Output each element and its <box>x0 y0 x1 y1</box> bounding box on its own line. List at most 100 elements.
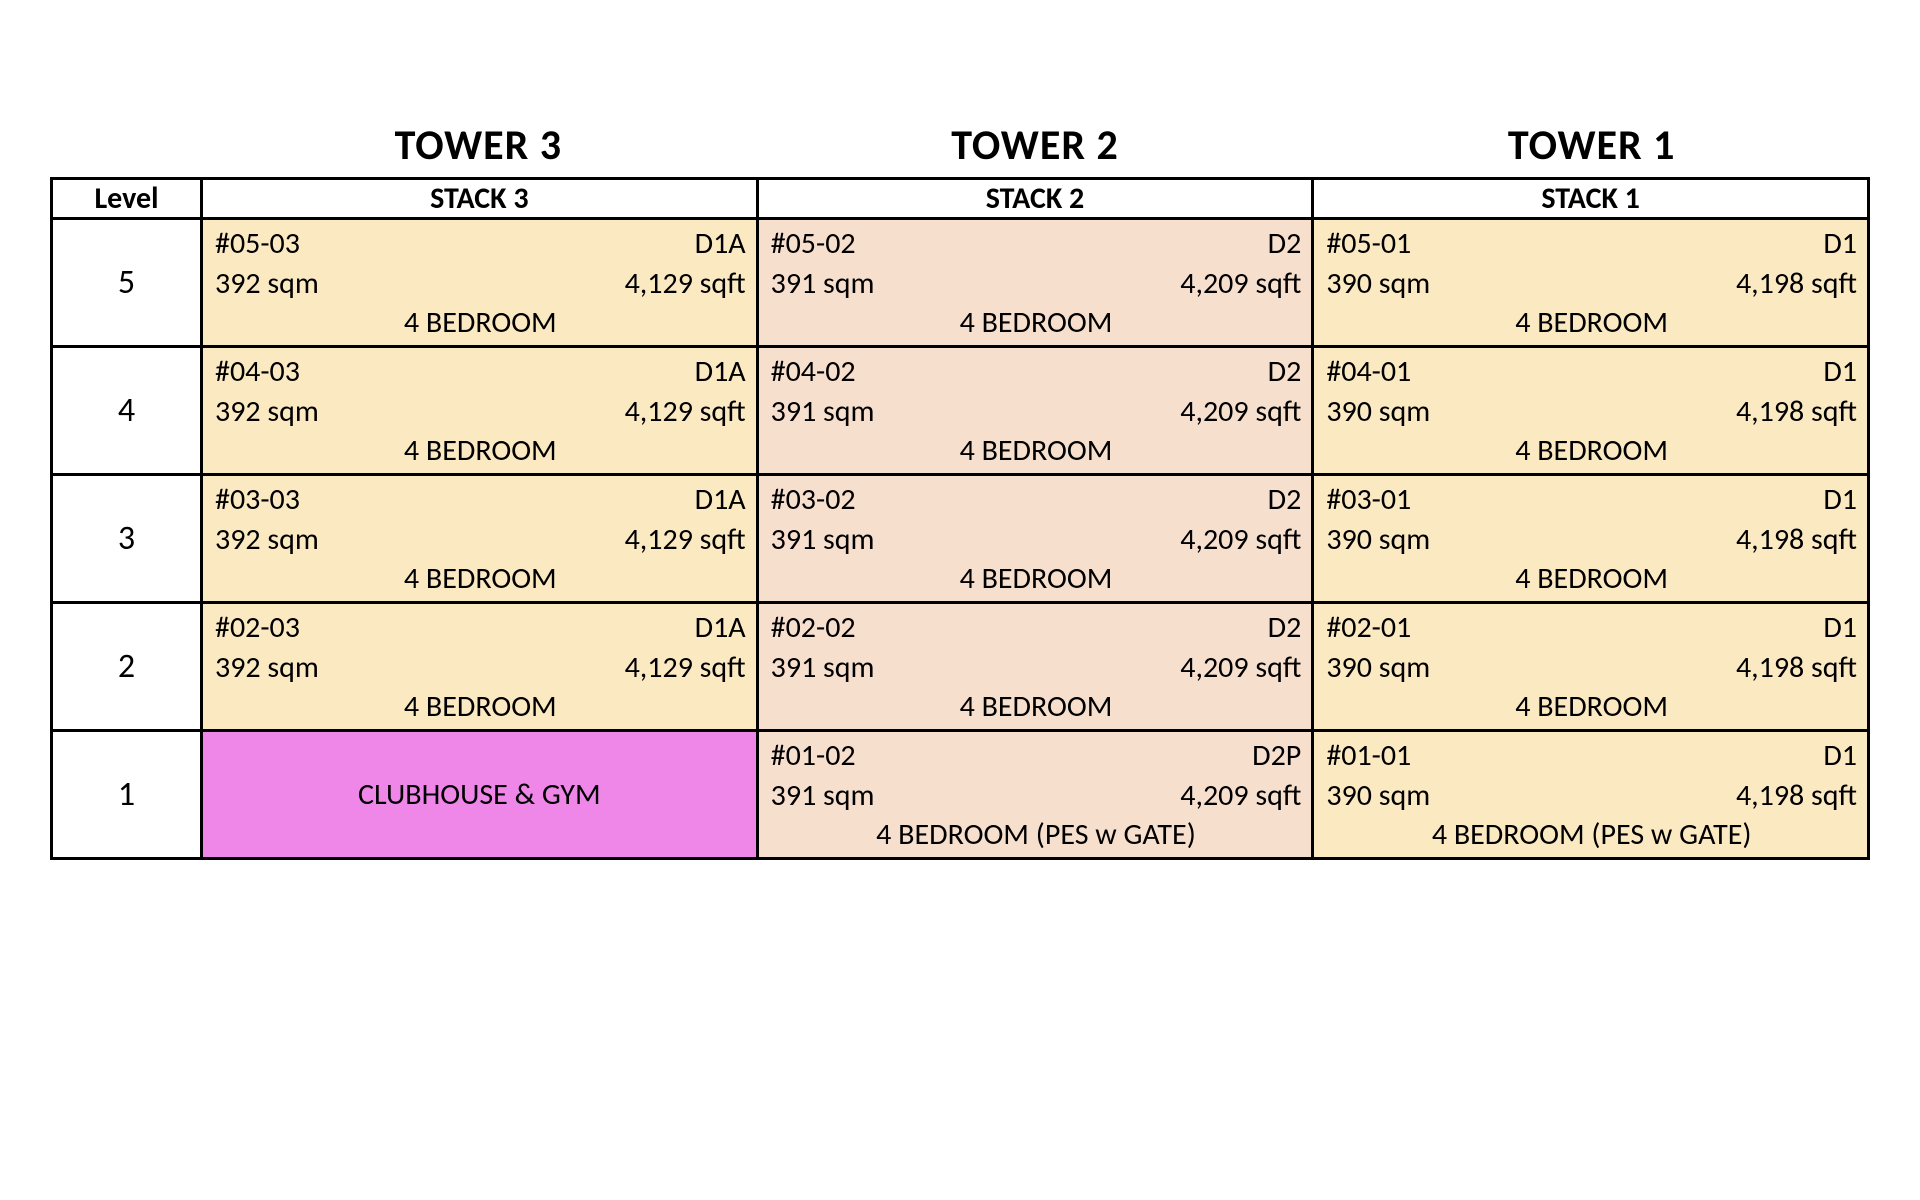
unit-number: #05-02 <box>771 226 856 262</box>
unit-number: #01-01 <box>1326 738 1411 774</box>
unit-cell: #02-01 D1 390 sqm 4,198 sqft4 BEDROOM <box>1313 603 1869 731</box>
unit-number: #04-02 <box>771 354 856 390</box>
tower-titles: TOWER 3 TOWER 2 TOWER 1 <box>50 120 1870 171</box>
header-level: Level <box>52 179 202 219</box>
unit-cell: #01-02D2P391 sqm4,209 sqft4 BEDROOM (PES… <box>757 731 1313 859</box>
unit-type: D1 <box>1823 226 1857 262</box>
title-tower-3: TOWER 3 <box>200 120 757 171</box>
diagram-table: TOWER 3 TOWER 2 TOWER 1 Level STACK 3 ST… <box>50 120 1870 860</box>
unit-bedroom: 4 BEDROOM (PES w GATE) <box>1326 817 1857 853</box>
unit-sqm: 392 sqm <box>215 266 319 302</box>
unit-sqft: 4,129 sqft <box>625 522 746 558</box>
unit-bedroom: 4 BEDROOM <box>215 305 746 341</box>
unit-type: D1 <box>1823 354 1857 390</box>
unit-bedroom: 4 BEDROOM (PES w GATE) <box>771 817 1302 853</box>
unit-sqm: 391 sqm <box>771 522 875 558</box>
unit-bedroom: 4 BEDROOM <box>1326 689 1857 725</box>
unit-bedroom: 4 BEDROOM <box>771 305 1302 341</box>
unit-bedroom: 4 BEDROOM <box>1326 433 1857 469</box>
header-stack-2: STACK 2 <box>757 179 1313 219</box>
unit-number: #03-01 <box>1326 482 1411 518</box>
unit-sqm: 390 sqm <box>1326 778 1430 814</box>
unit-sqft: 4,129 sqft <box>625 394 746 430</box>
unit-bedroom: 4 BEDROOM <box>771 433 1302 469</box>
unit-bedroom: 4 BEDROOM <box>771 689 1302 725</box>
unit-sqft: 4,198 sqft <box>1736 650 1857 686</box>
unit-number: #01-02 <box>771 738 856 774</box>
unit-sqft: 4,129 sqft <box>625 266 746 302</box>
unit-cell: #02-02D2391 sqm4,209 sqft4 BEDROOM <box>757 603 1313 731</box>
unit-number: #05-01 <box>1326 226 1411 262</box>
unit-type: D1A <box>695 226 746 262</box>
title-tower-1: TOWER 1 <box>1313 120 1870 171</box>
unit-type: D2 <box>1268 482 1302 518</box>
level-cell: 1 <box>52 731 202 859</box>
unit-sqft: 4,209 sqft <box>1180 522 1301 558</box>
unit-type: D2 <box>1268 226 1302 262</box>
unit-sqm: 392 sqm <box>215 650 319 686</box>
unit-cell: #04-01 D1 390 sqm 4,198 sqft4 BEDROOM <box>1313 347 1869 475</box>
unit-sqm: 390 sqm <box>1326 522 1430 558</box>
unit-sqft: 4,198 sqft <box>1736 394 1857 430</box>
unit-number: #03-03 <box>215 482 300 518</box>
unit-type: D1 <box>1823 610 1857 646</box>
unit-type: D1A <box>695 354 746 390</box>
level-cell: 4 <box>52 347 202 475</box>
unit-sqft: 4,209 sqft <box>1180 778 1301 814</box>
unit-bedroom: 4 BEDROOM <box>215 561 746 597</box>
unit-number: #02-02 <box>771 610 856 646</box>
unit-cell: #04-02D2391 sqm4,209 sqft4 BEDROOM <box>757 347 1313 475</box>
unit-sqm: 392 sqm <box>215 394 319 430</box>
unit-sqm: 390 sqm <box>1326 650 1430 686</box>
unit-cell: #03-03 D1A 392 sqm 4,129 sqft4 BEDROOM <box>202 475 758 603</box>
unit-sqm: 391 sqm <box>771 650 875 686</box>
unit-bedroom: 4 BEDROOM <box>1326 561 1857 597</box>
unit-number: #02-01 <box>1326 610 1411 646</box>
facility-label: CLUBHOUSE & GYM <box>203 732 756 857</box>
unit-type: D2 <box>1268 354 1302 390</box>
unit-number: #03-02 <box>771 482 856 518</box>
unit-sqm: 390 sqm <box>1326 266 1430 302</box>
table-row: 1CLUBHOUSE & GYM#01-02D2P391 sqm4,209 sq… <box>52 731 1869 859</box>
unit-cell: #03-02 D2 391 sqm 4,209 sqft4 BEDROOM <box>757 475 1313 603</box>
unit-cell: #05-03 D1A 392 sqm 4,129 sqft4 BEDROOM <box>202 219 758 347</box>
unit-sqm: 392 sqm <box>215 522 319 558</box>
level-cell: 2 <box>52 603 202 731</box>
unit-number: #05-03 <box>215 226 300 262</box>
unit-sqft: 4,209 sqft <box>1180 394 1301 430</box>
unit-sqm: 391 sqm <box>771 266 875 302</box>
unit-sqft: 4,198 sqft <box>1736 266 1857 302</box>
table-row: 2#02-03D1A392 sqm4,129 sqft4 BEDROOM#02-… <box>52 603 1869 731</box>
unit-number: #04-03 <box>215 354 300 390</box>
unit-sqft: 4,198 sqft <box>1736 778 1857 814</box>
unit-bedroom: 4 BEDROOM <box>1326 305 1857 341</box>
unit-type: D1A <box>695 482 746 518</box>
header-stack-1: STACK 1 <box>1313 179 1869 219</box>
unit-cell: #03-01 D1 390 sqm 4,198 sqft4 BEDROOM <box>1313 475 1869 603</box>
unit-cell: CLUBHOUSE & GYM <box>202 731 758 859</box>
level-cell: 5 <box>52 219 202 347</box>
unit-cell: #01-01 D1 390 sqm 4,198 sqft4 BEDROOM (PES … <box>1313 731 1869 859</box>
unit-sqft: 4,198 sqft <box>1736 522 1857 558</box>
unit-cell: #02-03D1A392 sqm4,129 sqft4 BEDROOM <box>202 603 758 731</box>
unit-sqft: 4,209 sqft <box>1180 266 1301 302</box>
unit-cell: #05-01 D1 390 sqm 4,198 sqft4 BEDROOM <box>1313 219 1869 347</box>
unit-cell: #04-03 D1A 392 sqm 4,129 sqft4 BEDROOM <box>202 347 758 475</box>
unit-sqft: 4,129 sqft <box>625 650 746 686</box>
header-stack-3: STACK 3 <box>202 179 758 219</box>
title-tower-2: TOWER 2 <box>757 120 1314 171</box>
level-cell: 3 <box>52 475 202 603</box>
unit-number: #04-01 <box>1326 354 1411 390</box>
unit-type: D1 <box>1823 482 1857 518</box>
table-row: 5#05-03D1A392 sqm4,129 sqft4 BEDROOM#05-… <box>52 219 1869 347</box>
unit-type: D1A <box>695 610 746 646</box>
header-row: Level STACK 3 STACK 2 STACK 1 <box>52 179 1869 219</box>
unit-bedroom: 4 BEDROOM <box>215 433 746 469</box>
unit-sqm: 390 sqm <box>1326 394 1430 430</box>
table-row: 3#03-03D1A392 sqm4,129 sqft4 BEDROOM#03-… <box>52 475 1869 603</box>
unit-cell: #05-02 D2 391 sqm 4,209 sqft4 BEDROOM <box>757 219 1313 347</box>
unit-bedroom: 4 BEDROOM <box>771 561 1302 597</box>
unit-sqm: 391 sqm <box>771 778 875 814</box>
unit-type: D1 <box>1823 738 1857 774</box>
table-row: 4#04-03D1A392 sqm4,129 sqft4 BEDROOM#04-… <box>52 347 1869 475</box>
